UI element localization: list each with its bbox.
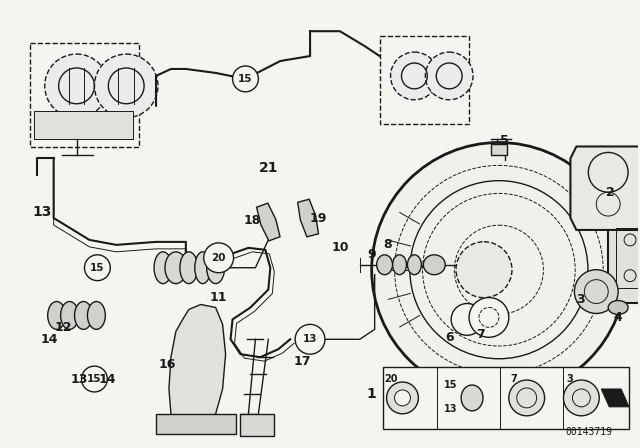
Text: 7: 7 <box>511 374 517 384</box>
Text: 1: 1 <box>367 387 376 401</box>
Circle shape <box>95 54 158 118</box>
Text: 4: 4 <box>614 311 623 324</box>
Text: 3: 3 <box>576 293 585 306</box>
Circle shape <box>295 324 325 354</box>
Circle shape <box>45 54 108 118</box>
Circle shape <box>394 390 410 406</box>
Text: 10: 10 <box>331 241 349 254</box>
Circle shape <box>390 52 438 100</box>
Polygon shape <box>169 305 225 431</box>
Circle shape <box>387 382 419 414</box>
Text: 7: 7 <box>477 328 485 341</box>
Text: 13: 13 <box>71 373 88 386</box>
Bar <box>34 111 133 138</box>
Polygon shape <box>601 389 629 407</box>
Text: 5: 5 <box>500 134 509 147</box>
Ellipse shape <box>408 255 421 275</box>
Circle shape <box>372 142 626 397</box>
Text: 14: 14 <box>41 333 58 346</box>
Text: 13: 13 <box>303 334 317 344</box>
Polygon shape <box>570 146 640 230</box>
Ellipse shape <box>61 302 79 329</box>
Circle shape <box>451 303 483 335</box>
Ellipse shape <box>423 255 445 275</box>
Ellipse shape <box>74 302 92 329</box>
Text: 12: 12 <box>55 321 72 334</box>
Circle shape <box>81 366 108 392</box>
Bar <box>491 143 507 155</box>
Ellipse shape <box>48 302 65 329</box>
Text: 15: 15 <box>238 74 253 84</box>
Ellipse shape <box>461 385 483 411</box>
Bar <box>608 213 640 302</box>
Text: 17: 17 <box>293 355 311 368</box>
Ellipse shape <box>88 302 106 329</box>
Polygon shape <box>298 199 319 237</box>
Text: 9: 9 <box>367 248 376 261</box>
Circle shape <box>84 255 110 280</box>
Ellipse shape <box>154 252 172 284</box>
Text: 00143719: 00143719 <box>565 426 612 437</box>
Text: 13: 13 <box>444 404 457 414</box>
Text: 3: 3 <box>566 374 573 384</box>
Text: 15: 15 <box>444 380 457 390</box>
Polygon shape <box>257 203 280 241</box>
Bar <box>30 43 139 147</box>
Text: 8: 8 <box>383 238 392 251</box>
Bar <box>241 414 275 435</box>
Circle shape <box>456 242 512 298</box>
Ellipse shape <box>180 252 198 284</box>
Text: 14: 14 <box>99 373 116 386</box>
Bar <box>383 367 629 429</box>
Ellipse shape <box>165 252 187 284</box>
Bar <box>616 228 640 288</box>
Text: 15: 15 <box>87 374 102 384</box>
Text: 13: 13 <box>32 205 51 219</box>
Circle shape <box>426 52 473 100</box>
Ellipse shape <box>608 301 628 314</box>
Ellipse shape <box>195 252 211 284</box>
Circle shape <box>204 243 234 273</box>
Text: 21: 21 <box>259 161 278 175</box>
Text: 11: 11 <box>210 291 227 304</box>
Text: 6: 6 <box>445 331 454 344</box>
Bar <box>380 36 469 124</box>
Text: 20: 20 <box>384 374 397 384</box>
Text: 18: 18 <box>244 214 261 227</box>
Circle shape <box>563 380 599 416</box>
Ellipse shape <box>377 255 392 275</box>
Circle shape <box>509 380 545 416</box>
Bar <box>156 414 236 434</box>
Ellipse shape <box>392 255 406 275</box>
Circle shape <box>232 66 259 92</box>
Circle shape <box>469 297 509 337</box>
Text: 2: 2 <box>606 186 614 199</box>
Ellipse shape <box>207 252 225 284</box>
Text: 19: 19 <box>309 211 326 224</box>
Text: 20: 20 <box>211 253 226 263</box>
Text: 16: 16 <box>158 358 175 370</box>
Circle shape <box>575 270 618 314</box>
Text: 15: 15 <box>90 263 104 273</box>
